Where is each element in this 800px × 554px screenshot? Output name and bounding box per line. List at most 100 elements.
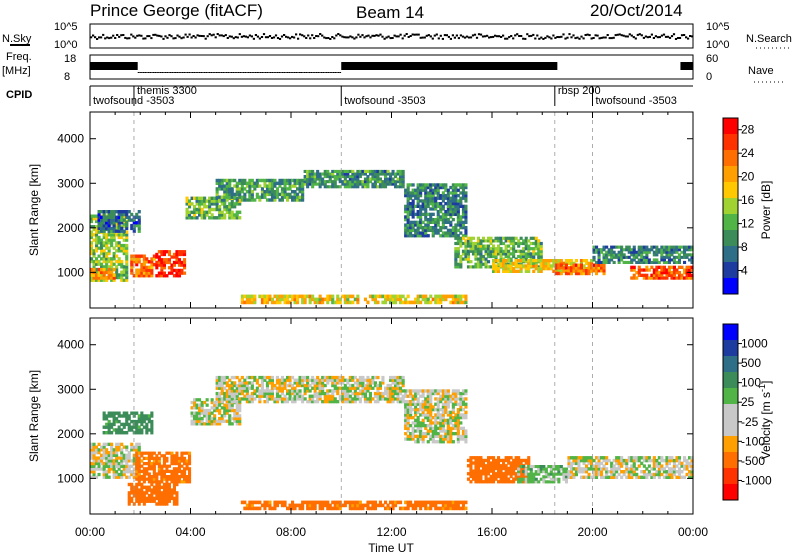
- data-cell: [210, 216, 214, 220]
- data-cell: [484, 257, 488, 261]
- data-cell: [391, 172, 395, 176]
- data-cell: [655, 273, 659, 277]
- data-cell: [363, 400, 367, 404]
- data-cell: [288, 294, 292, 299]
- data-cell: [456, 429, 460, 433]
- data-cell: [456, 241, 460, 246]
- nsky-point: [132, 35, 135, 38]
- data-cell: [273, 397, 277, 401]
- data-cell: [223, 419, 227, 423]
- data-cell: [208, 196, 212, 200]
- data-cell: [260, 178, 264, 183]
- data-cell: [519, 469, 523, 473]
- data-cell: [102, 233, 106, 237]
- data-cell: [404, 432, 408, 436]
- data-cell: [233, 216, 237, 220]
- data-cell: [431, 202, 435, 206]
- data-cell: [677, 276, 681, 280]
- data-cell: [316, 397, 320, 401]
- data-cell: [132, 491, 136, 495]
- data-cell: [210, 213, 214, 217]
- data-cell: [436, 391, 440, 396]
- data-cell: [459, 202, 463, 206]
- data-cell: [280, 389, 284, 393]
- nsky-point: [674, 38, 678, 40]
- nave-point: [158, 72, 160, 73]
- data-cell: [499, 264, 503, 268]
- data-cell: [331, 175, 335, 179]
- data-cell: [436, 228, 440, 232]
- data-cell: [333, 400, 337, 404]
- data-cell: [235, 398, 239, 402]
- data-cell: [527, 239, 531, 243]
- data-cell: [391, 386, 395, 390]
- data-cell: [434, 413, 438, 417]
- data-cell: [449, 191, 453, 195]
- data-cell: [122, 472, 126, 477]
- data-cell: [454, 185, 458, 190]
- data-cell: [117, 223, 121, 228]
- data-cell: [519, 466, 523, 471]
- data-cell: [230, 375, 234, 380]
- data-cell: [419, 432, 423, 436]
- data-cell: [667, 268, 671, 272]
- data-cell: [105, 265, 109, 269]
- data-cell: [569, 266, 573, 270]
- data-cell: [431, 421, 435, 425]
- data-cell: [484, 265, 488, 269]
- data-cell: [250, 386, 254, 390]
- data-cell: [426, 389, 430, 393]
- data-cell: [421, 405, 425, 409]
- data-cell: [502, 480, 506, 484]
- data-cell: [429, 207, 433, 211]
- data-cell: [436, 405, 440, 409]
- data-cell: [665, 253, 669, 257]
- data-cell: [155, 274, 159, 278]
- data-cell: [97, 267, 101, 272]
- data-cell: [303, 169, 307, 173]
- data-cell: [265, 375, 269, 380]
- data-cell: [172, 260, 176, 265]
- data-cell: [356, 169, 360, 173]
- data-cell: [366, 177, 370, 181]
- data-cell: [459, 223, 463, 227]
- data-cell: [318, 294, 322, 299]
- data-cell: [90, 470, 94, 474]
- data-cell: [185, 210, 189, 214]
- data-cell: [426, 405, 430, 409]
- nsky-point: [291, 35, 294, 38]
- nsky-point: [162, 37, 165, 40]
- data-cell: [512, 244, 516, 248]
- data-cell: [574, 269, 578, 273]
- data-cell: [499, 247, 503, 251]
- data-cell: [446, 210, 450, 214]
- data-cell: [152, 257, 156, 261]
- nsky-point: [510, 35, 513, 37]
- data-cell: [662, 255, 666, 259]
- data-cell: [487, 456, 491, 460]
- data-cell: [446, 202, 450, 206]
- data-cell: [384, 180, 388, 184]
- data-cell: [235, 400, 239, 404]
- data-cell: [228, 422, 232, 426]
- data-cell: [341, 169, 345, 173]
- data-cell: [406, 429, 410, 433]
- data-cell: [358, 182, 362, 186]
- data-cell: [291, 190, 295, 194]
- data-cell: [170, 477, 174, 481]
- data-cell: [130, 271, 134, 275]
- data-cell: [499, 458, 503, 463]
- nave-point: [207, 72, 209, 73]
- data-cell: [328, 394, 332, 398]
- data-cell: [135, 477, 139, 481]
- data-cell: [409, 416, 413, 420]
- data-cell: [230, 213, 234, 217]
- data-cell: [451, 194, 455, 198]
- data-cell: [260, 394, 264, 398]
- data-cell: [218, 408, 222, 413]
- nsky-point: [652, 37, 655, 39]
- data-cell: [399, 378, 403, 382]
- data-cell: [215, 381, 219, 385]
- data-cell: [228, 184, 232, 188]
- nsky-point: [500, 36, 503, 38]
